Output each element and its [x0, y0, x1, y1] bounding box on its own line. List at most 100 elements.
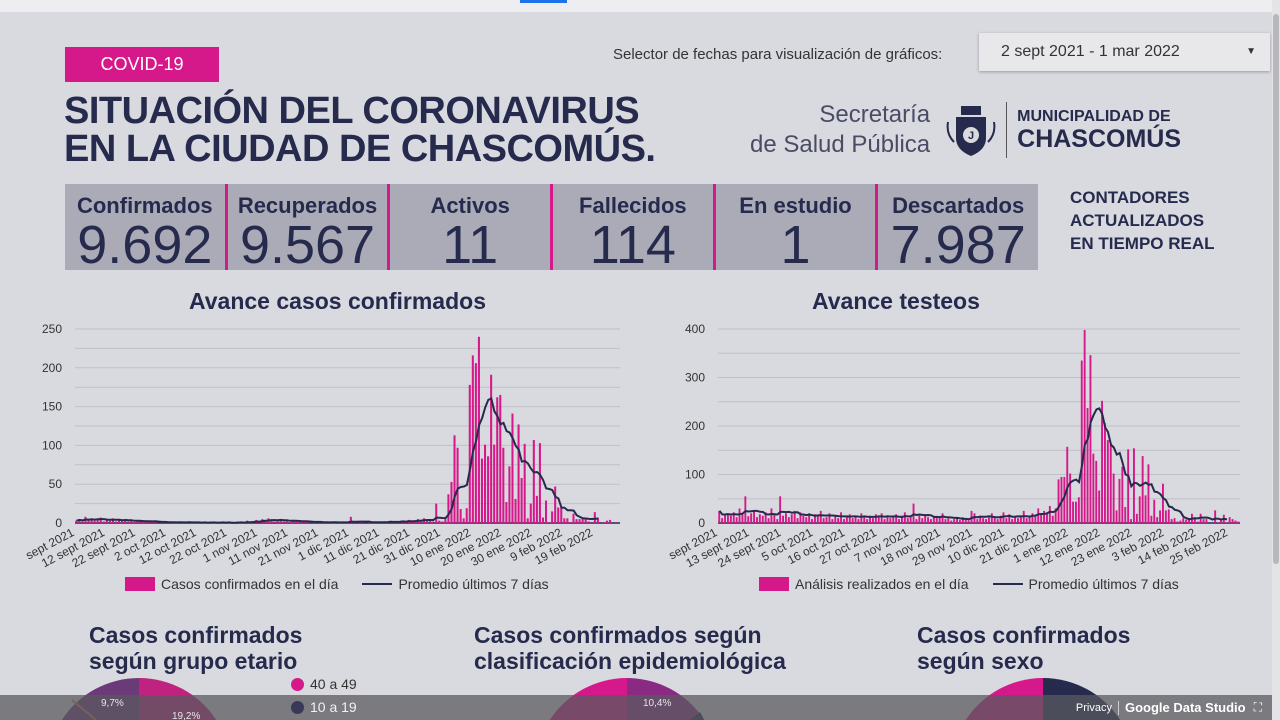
counter-value: 1 — [780, 215, 811, 275]
bar — [756, 517, 758, 523]
bar — [1115, 510, 1118, 523]
bar — [1228, 517, 1231, 523]
date-range-selector[interactable]: 2 sept 2021 - 1 mar 2022 ▼ — [979, 33, 1270, 71]
logo-divider — [1006, 102, 1008, 158]
bar — [770, 508, 773, 523]
bar — [133, 522, 136, 523]
legend-line-swatch — [992, 583, 1023, 585]
bar — [551, 511, 554, 523]
bar — [973, 513, 976, 523]
bar — [1083, 329, 1086, 523]
bar — [349, 516, 352, 523]
bar — [108, 520, 111, 523]
bar — [903, 512, 906, 523]
bar — [459, 509, 462, 523]
bar — [1159, 510, 1161, 523]
bar — [1127, 449, 1130, 523]
bar — [432, 521, 435, 523]
bar — [270, 519, 273, 523]
title-line-2: EN LA CIUDAD DE CHASCOMÚS. — [64, 128, 656, 170]
bar — [964, 519, 967, 523]
scrollbar[interactable] — [1272, 0, 1280, 720]
legend-testeos: Análisis realizados en el día Promedio ú… — [759, 576, 1179, 592]
scrollbar-thumb[interactable] — [1273, 14, 1279, 564]
y-tick-label: 0 — [698, 516, 705, 530]
bar — [307, 522, 310, 523]
title-line-1: SITUACIÓN DEL CORONAVIRUS — [64, 90, 640, 132]
bar — [581, 517, 584, 523]
bar — [1141, 456, 1144, 523]
bar — [909, 517, 912, 523]
counter-value: 9.567 — [239, 215, 376, 275]
counter-confirmados: Confirmados 9.692 — [65, 184, 228, 275]
y-tick-label: 100 — [42, 438, 62, 452]
secretaria-line-1: Secretaría — [819, 101, 931, 128]
y-tick-label: 200 — [42, 361, 62, 375]
bar — [811, 519, 813, 523]
bar — [462, 518, 465, 523]
google-data-studio-link[interactable]: Google Data Studio — [1124, 700, 1246, 715]
bar — [297, 522, 300, 523]
bar — [724, 514, 726, 523]
bar — [1086, 408, 1089, 523]
bar — [747, 516, 750, 523]
bar — [834, 515, 837, 523]
bar — [480, 458, 483, 523]
bar — [990, 513, 993, 523]
bar — [761, 515, 764, 523]
bar — [738, 508, 741, 523]
bar — [502, 447, 505, 523]
bar — [1193, 517, 1196, 523]
bar — [456, 447, 459, 523]
age-legend-item[interactable]: 10 a 19 — [291, 696, 357, 719]
bar — [435, 503, 438, 523]
bar — [947, 518, 950, 523]
bar — [520, 477, 523, 523]
legend-label: 40 a 49 — [310, 676, 357, 692]
bar — [787, 517, 790, 523]
y-tick-label: 150 — [42, 400, 62, 414]
active-page-indicator[interactable] — [520, 0, 567, 3]
y-tick-label: 300 — [685, 371, 705, 385]
fullscreen-icon[interactable]: ⛶ — [1253, 700, 1262, 714]
bar — [1089, 355, 1092, 523]
bar — [1057, 479, 1060, 523]
bar — [99, 517, 102, 523]
bar — [819, 510, 822, 523]
bar — [1069, 473, 1072, 523]
counter-fallecidos: Fallecidos 114 — [553, 184, 716, 275]
legend-line-swatch — [362, 583, 393, 585]
bar — [727, 513, 729, 523]
bar — [450, 481, 453, 523]
bar — [606, 520, 609, 523]
bar — [1066, 446, 1069, 523]
bar — [1130, 519, 1132, 523]
y-tick-label: 250 — [42, 322, 62, 336]
bar — [930, 519, 932, 523]
privacy-link[interactable]: Privacy — [1075, 701, 1112, 714]
legend-label: Casos confirmados en el día — [161, 576, 339, 592]
bar — [944, 519, 947, 523]
age-legend-item[interactable]: 40 a 49 — [291, 673, 357, 696]
bar — [901, 515, 903, 523]
counter-en-estudio: En estudio 1 — [716, 184, 879, 275]
bar — [1167, 509, 1170, 523]
bar — [1092, 453, 1095, 523]
bar — [1106, 440, 1109, 523]
bar — [368, 522, 371, 523]
y-tick-label: 0 — [55, 516, 62, 530]
bar — [279, 519, 282, 523]
counter-value: 114 — [589, 215, 676, 275]
bar — [78, 519, 81, 523]
counter-value: 9.692 — [77, 215, 213, 275]
bar — [796, 518, 799, 523]
bar — [578, 519, 581, 523]
counter-recuperados: Recuperados 9.567 — [228, 184, 391, 275]
counters-bar: Confirmados 9.692 Recuperados 9.567 Activo… — [65, 184, 1038, 275]
bar — [1182, 518, 1185, 523]
bar — [750, 513, 753, 523]
bar — [1051, 515, 1054, 523]
bar — [90, 518, 93, 523]
secretaria-text: Secretaría de Salud Pública — [750, 100, 930, 160]
bar — [511, 413, 514, 523]
